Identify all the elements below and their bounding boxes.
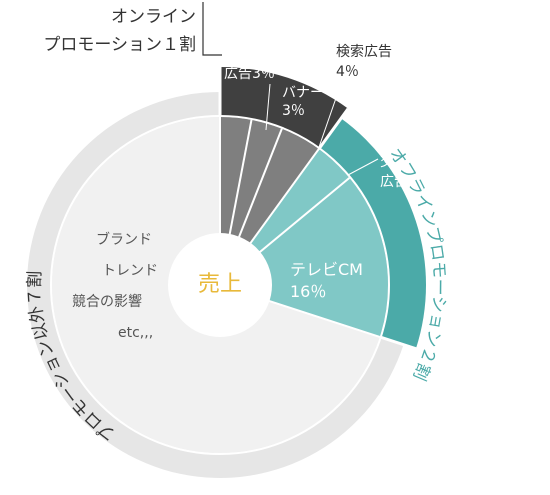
- outer-divider-1: [317, 107, 350, 150]
- inner-label-0: SNS 広告3％: [224, 48, 275, 82]
- inner-label-2-line: 4％: [336, 64, 359, 80]
- inner-label-4-line: テレビCM: [290, 260, 363, 279]
- leader-line-0: [265, 83, 271, 131]
- inner-label-2: 検索広告 4％: [336, 43, 392, 80]
- outer-divider-2: [379, 335, 428, 354]
- inner-label-2-line: 検索広告: [336, 43, 392, 60]
- inner-label-1-line: バナー: [282, 85, 324, 101]
- inner-label-1: バナー 3％: [282, 85, 324, 119]
- inner-label-5-line: ブランド: [96, 231, 152, 248]
- inner-label-3-line: 広告4％: [380, 174, 431, 190]
- inner-label-5-line: トレンド: [102, 263, 158, 279]
- inner-label-4-line: 16％: [290, 282, 326, 301]
- inner-label-1-line: 3％: [282, 103, 305, 119]
- inner-label-4: テレビCM 16％: [290, 260, 363, 301]
- inner-label-0-line: 広告3％: [224, 66, 275, 82]
- ring-gap: [50, 115, 390, 455]
- leader-line-2: [347, 158, 379, 176]
- inner-label-5: ブランドトレンド競合の影響 etc,,,: [72, 231, 158, 341]
- leader-line-1: [317, 74, 345, 151]
- inner-label-5-line: 競合の影響: [72, 293, 142, 310]
- online-callout-line: オンライン: [111, 7, 196, 27]
- inner-label-0-line: SNS: [224, 48, 252, 64]
- center-label: 売上: [198, 272, 242, 297]
- online-callout-line: [202, 2, 222, 56]
- inner-label-5-line: etc,,,: [118, 325, 153, 341]
- inner-label-3-line: 交通: [380, 153, 408, 170]
- online-callout: オンラインプロモーション１割: [43, 7, 196, 55]
- inner-label-3: 交通広告4％: [380, 153, 431, 190]
- online-callout-line: プロモーション１割: [43, 35, 196, 55]
- center-disc: [168, 233, 272, 337]
